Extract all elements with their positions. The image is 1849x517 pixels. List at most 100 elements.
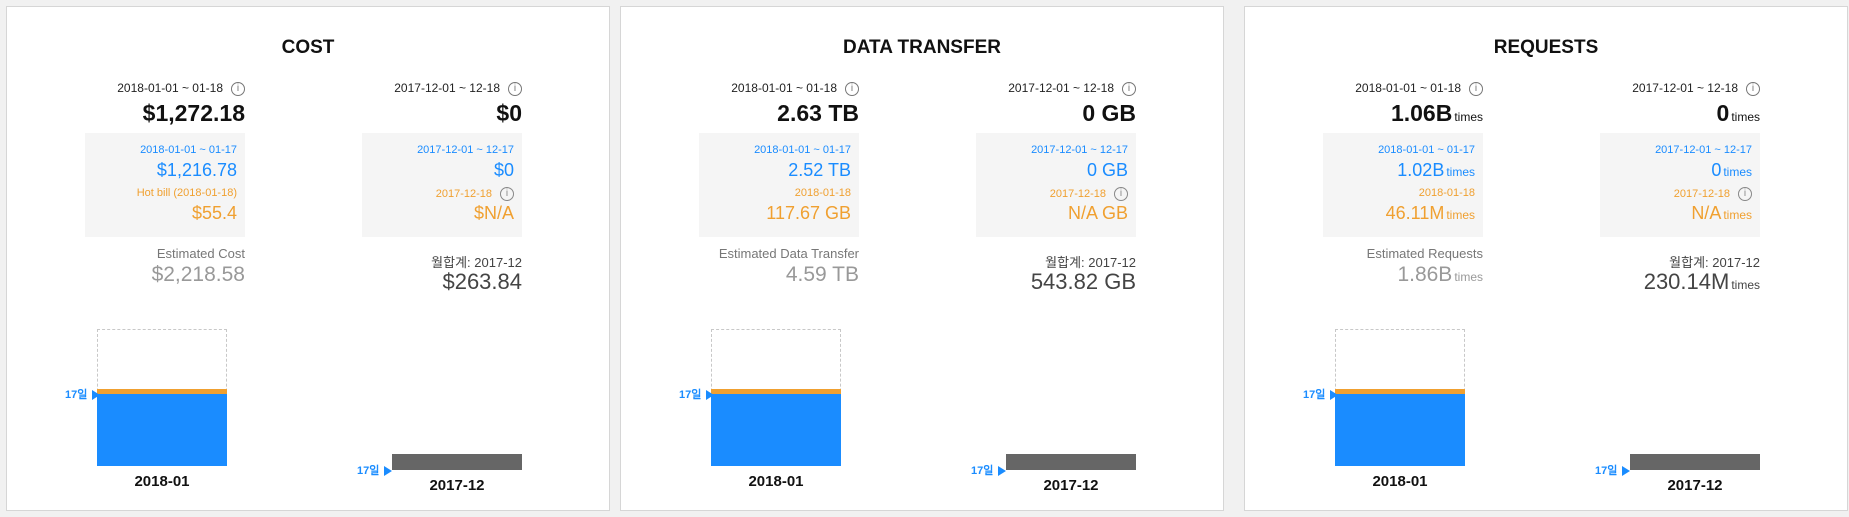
info-icon[interactable]: i <box>231 81 245 96</box>
hot-date-label: 2017-12-18 i <box>436 187 514 201</box>
current-period: 2018-01-01 ~ 01-18 i <box>731 81 859 96</box>
info-icon[interactable]: i <box>508 81 522 96</box>
hot-value: 46.11M times <box>1385 203 1475 223</box>
month-label: 2018-01 <box>134 473 190 490</box>
current-period: 2018-01-01 ~ 01-18 i <box>1355 81 1483 96</box>
data-transfer-panel: DATA TRANSFER 2018-01-01 ~ 01-18 i 2.63 T… <box>620 6 1224 511</box>
hot-portion-bar <box>1335 389 1465 394</box>
current-month-column: 2018-01-01 ~ 01-18 i 2.63 TB 2018-01-01 ~… <box>679 7 859 510</box>
info-icon[interactable]: i <box>1469 81 1483 96</box>
current-value: 2.63 TB <box>777 100 859 126</box>
panel-title: COST <box>281 37 335 58</box>
compare-value: 1.02B times <box>1397 160 1475 180</box>
actual-portion-bar <box>97 394 227 466</box>
month-total-label: 월합계: 2017-12 <box>1045 255 1136 270</box>
current-month-column: 2018-01-01 ~ 01-18 i $1,272.18 2018-01-01… <box>65 7 245 510</box>
hot-value: N/A times <box>1691 203 1752 223</box>
previous-value: 0 times <box>1716 100 1760 126</box>
day-marker: 17일 <box>679 386 715 402</box>
info-icon[interactable]: i <box>1738 187 1752 201</box>
previous-period: 2017-12-01 ~ 12-18 i <box>394 81 522 96</box>
previous-month-bar <box>1006 454 1136 470</box>
compare-period: 2018-01-01 ~ 01-17 <box>140 144 237 156</box>
day-marker: 17일 <box>971 462 1007 478</box>
month-label: 2017-12 <box>1043 477 1099 494</box>
hot-date-label: 2018-01-18 <box>794 187 851 199</box>
panel-title: REQUESTS <box>1493 37 1599 58</box>
day-marker: 17일 <box>1595 462 1631 478</box>
month-total-value: $263.84 <box>442 269 522 294</box>
compare-period: 2018-01-01 ~ 01-17 <box>754 144 851 156</box>
month-label: 2017-12 <box>429 477 485 494</box>
previous-value: $0 <box>496 100 522 126</box>
compare-period: 2017-12-01 ~ 12-17 <box>417 144 514 156</box>
hot-portion-bar <box>711 389 841 394</box>
day-marker: 17일 <box>65 386 101 402</box>
hot-bill-label: Hot bill (2018-01-18) <box>136 187 237 199</box>
compare-value: 2.52 TB <box>788 160 851 180</box>
compare-value: 0 GB <box>1086 160 1128 180</box>
estimated-label: Estimated Requests <box>1366 246 1483 261</box>
breakdown-box: 2018-01-01 ~ 01-17 $1,216.78 Hot bill (2… <box>85 133 245 237</box>
breakdown-box: 2017-12-01 ~ 12-17 $0 2017-12-18 i $N/A <box>362 133 522 237</box>
current-month-column: 2018-01-01 ~ 01-18 i 1.06B times 2018-01-0… <box>1303 7 1483 510</box>
month-total-value: 543.82 GB <box>1030 269 1136 294</box>
estimated-value: $2,218.58 <box>151 263 245 286</box>
previous-month-bar <box>392 454 522 470</box>
current-value: 1.06B times <box>1390 100 1483 126</box>
previous-month-bar <box>1630 454 1760 470</box>
actual-portion-bar <box>711 394 841 466</box>
panel-title: DATA TRANSFER <box>843 37 1001 58</box>
compare-value: $0 <box>493 160 514 180</box>
actual-portion-bar <box>1335 394 1465 466</box>
triangle-right-icon <box>1622 466 1631 477</box>
month-label: 2018-01 <box>1372 473 1428 490</box>
breakdown-box: 2017-12-01 ~ 12-17 0 times 2017-12-18 i N/… <box>1600 133 1760 237</box>
requests-panel: REQUESTS 2018-01-01 ~ 01-18 i 1.06B times … <box>1244 6 1848 511</box>
month-label: 2018-01 <box>748 473 804 490</box>
month-total-label: 월합계: 2017-12 <box>1669 255 1760 270</box>
previous-period: 2017-12-01 ~ 12-18 i <box>1632 81 1760 96</box>
info-icon[interactable]: i <box>500 187 514 201</box>
previous-month-column: 2017-12-01 ~ 12-18 i $0 2017-12-01 ~ 12-1… <box>357 7 522 510</box>
hot-date-label: 2018-01-18 <box>1418 187 1475 199</box>
compare-value: $1,216.78 <box>156 160 237 180</box>
month-total-label: 월합계: 2017-12 <box>431 255 522 270</box>
month-label: 2017-12 <box>1667 477 1723 494</box>
hot-portion-bar <box>97 389 227 394</box>
hot-value: N/A GB <box>1067 203 1128 223</box>
previous-period: 2017-12-01 ~ 12-18 i <box>1008 81 1136 96</box>
triangle-right-icon <box>998 466 1007 477</box>
hot-date-label: 2017-12-18 i <box>1674 187 1752 201</box>
triangle-right-icon <box>384 466 393 477</box>
previous-month-column: 2017-12-01 ~ 12-18 i 0 times 2017-12-01 ~ … <box>1595 7 1760 510</box>
hot-value: 117.67 GB <box>766 203 851 223</box>
hot-date-label: 2017-12-18 i <box>1050 187 1128 201</box>
current-value: $1,272.18 <box>142 100 245 126</box>
breakdown-box: 2018-01-01 ~ 01-17 2.52 TB 2018-01-18 11… <box>699 133 859 237</box>
compare-period: 2017-12-01 ~ 12-17 <box>1655 144 1752 156</box>
cost-panel: COST 2018-01-01 ~ 01-18 i $1,272.18 2018-… <box>6 6 610 511</box>
info-icon[interactable]: i <box>1114 187 1128 201</box>
compare-period: 2018-01-01 ~ 01-17 <box>1378 144 1475 156</box>
breakdown-box: 2017-12-01 ~ 12-17 0 GB 2017-12-18 i N/A … <box>976 133 1136 237</box>
compare-period: 2017-12-01 ~ 12-17 <box>1031 144 1128 156</box>
estimated-value: 1.86B times <box>1397 263 1483 286</box>
triangle-right-icon <box>92 390 101 401</box>
current-period: 2018-01-01 ~ 01-18 i <box>117 81 245 96</box>
hot-value: $N/A <box>473 203 514 223</box>
estimated-value: 4.59 TB <box>785 263 859 286</box>
info-icon[interactable]: i <box>1122 81 1136 96</box>
compare-value: 0 times <box>1711 160 1752 180</box>
previous-value: 0 GB <box>1082 100 1136 126</box>
triangle-right-icon <box>706 390 715 401</box>
previous-month-column: 2017-12-01 ~ 12-18 i 0 GB 2017-12-01 ~ 12… <box>971 7 1136 510</box>
day-marker: 17일 <box>357 462 393 478</box>
day-marker: 17일 <box>1303 386 1339 402</box>
info-icon[interactable]: i <box>845 81 859 96</box>
info-icon[interactable]: i <box>1746 81 1760 96</box>
estimated-label: Estimated Data Transfer <box>718 246 859 261</box>
estimated-label: Estimated Cost <box>156 246 245 261</box>
triangle-right-icon <box>1330 390 1339 401</box>
hot-bill-value: $55.4 <box>191 203 237 223</box>
